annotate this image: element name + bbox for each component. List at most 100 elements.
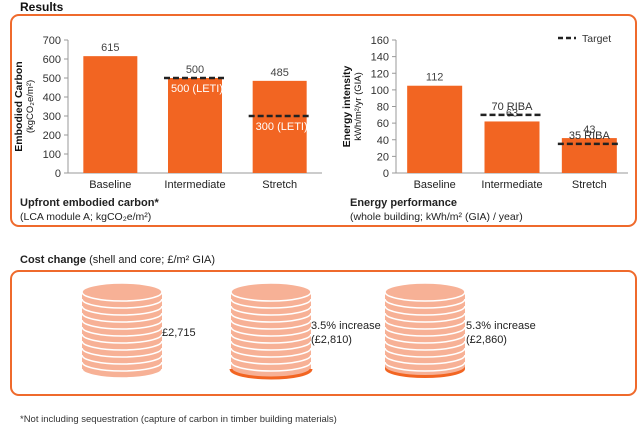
coin-stripe	[81, 347, 163, 358]
value-label: 485	[270, 67, 288, 79]
y-axis-title: Embodied Carbon	[14, 61, 25, 151]
x-tick-label: Baseline	[414, 179, 456, 191]
embodied-carbon-subtitle: (LCA module A; kgCO₂e/m²)	[20, 211, 152, 223]
cost-panel	[10, 270, 637, 396]
coin-stripe	[384, 340, 466, 351]
coin-base-outline	[385, 361, 465, 379]
coin-stripe	[81, 340, 163, 351]
coin-stripe	[384, 305, 466, 316]
value-label: 615	[101, 42, 119, 54]
coin-bottom	[231, 360, 311, 378]
coin-top	[384, 282, 466, 302]
coin-stripe	[230, 347, 312, 358]
x-tick-label: Stretch	[262, 179, 297, 191]
footnote: *Not including sequestration (capture of…	[20, 414, 337, 425]
energy-intensity-chart: 0 20 40 60 80 100 120 140 160 Energy intensity kWh…	[341, 33, 628, 191]
y-tick-label: 100	[43, 149, 61, 161]
target-label: 70 RIBA	[492, 101, 534, 113]
x-tick-label: Stretch	[572, 179, 607, 191]
coin-stripe	[81, 354, 163, 365]
cost-change-subtitle: (shell and core; £/m² GIA)	[89, 254, 216, 266]
y-tick-label: 0	[55, 168, 61, 180]
target-label: 35 RIBA	[569, 130, 611, 142]
value-label: 43	[583, 124, 595, 136]
y-tick-label: 700	[43, 35, 61, 47]
legend-target-label: Target	[582, 33, 611, 45]
coin-stripe	[230, 326, 312, 337]
coin-stack-stretch	[384, 282, 466, 379]
energy-performance-title: Energy performance	[350, 197, 457, 209]
cost-label-stretch: 5.3% increase (£2,860)	[466, 319, 536, 347]
coin-body	[82, 292, 162, 369]
cost-label-intermediate-line1: 3.5% increase	[311, 320, 381, 332]
coin-stack-intermediate	[230, 282, 312, 379]
bar-baseline	[407, 85, 463, 173]
coin-stripe	[81, 312, 163, 323]
embodied-carbon-chart: 0 100 200 300 400 500 600 700 Embodied Carbon (kg…	[14, 35, 322, 191]
coin-stripe	[384, 347, 466, 358]
coin-stripe	[230, 305, 312, 316]
coin-stripe	[384, 319, 466, 330]
x-tick-label: Baseline	[89, 179, 131, 191]
cost-label-intermediate: 3.5% increase (£2,810)	[311, 319, 381, 347]
bar-intermediate	[168, 78, 222, 173]
coin-stripe	[384, 298, 466, 309]
y-tick-label: 60	[377, 118, 389, 130]
coin-stripe	[384, 312, 466, 323]
embodied-carbon-title: Upfront embodied carbon*	[20, 197, 159, 209]
cost-label-stretch-line1: 5.3% increase	[466, 320, 536, 332]
coin-increase-band	[229, 368, 313, 380]
y-tick-label: 500	[43, 73, 61, 85]
coin-stripe	[230, 361, 312, 372]
y-tick-label: 200	[43, 130, 61, 142]
coin-stripe	[230, 340, 312, 351]
coin-top	[230, 282, 312, 302]
coin-stripe	[81, 319, 163, 330]
y-tick-label: 600	[43, 54, 61, 66]
x-tick-label: Intermediate	[481, 179, 542, 191]
value-label: 63	[506, 107, 518, 119]
y-tick-label: 300	[43, 111, 61, 123]
coin-stripe	[81, 368, 163, 379]
coin-stripe	[384, 361, 466, 372]
y-tick-label: 120	[371, 68, 389, 80]
coin-stripe	[230, 312, 312, 323]
y-tick-label: 160	[371, 35, 389, 47]
coin-stacks	[81, 282, 466, 380]
coin-stripe	[230, 333, 312, 344]
y-tick-label: 400	[43, 92, 61, 104]
y-axis-title: Energy intensity	[341, 66, 353, 148]
cost-label-stretch-line2: (£2,860)	[466, 334, 507, 346]
y-tick-label: 20	[377, 151, 389, 163]
target-label: 500 (LETI)	[171, 83, 223, 95]
coin-stripe	[81, 298, 163, 309]
coin-stripe	[384, 354, 466, 365]
results-heading: Results	[20, 0, 64, 14]
coin-stripe	[81, 333, 163, 344]
coin-stripe	[81, 305, 163, 316]
coin-bottom	[385, 360, 465, 378]
coin-stripe	[384, 326, 466, 337]
y-tick-label: 80	[377, 102, 389, 114]
energy-performance-subtitle: (whole building; kWh/m² (GIA) / year)	[350, 211, 523, 223]
bar-baseline	[83, 56, 138, 173]
bar-stretch	[252, 80, 307, 173]
cost-label-baseline-line1: £2,715	[162, 327, 196, 339]
y-tick-label: 40	[377, 135, 389, 147]
coin-stack-baseline	[81, 282, 163, 379]
y-tick-label: 140	[371, 52, 389, 64]
coin-stripe	[384, 333, 466, 344]
x-tick-label: Intermediate	[164, 179, 225, 191]
cost-change-title: Cost change	[20, 254, 87, 266]
bar-intermediate	[484, 121, 540, 173]
coin-stripe	[81, 326, 163, 337]
y-axis-unit: kWh/m²/yr (GIA)	[353, 72, 364, 141]
coin-body	[385, 292, 465, 369]
coin-increase-band	[385, 366, 465, 378]
cost-change-heading: Cost change (shell and core; £/m² GIA)	[20, 254, 215, 266]
cost-label-baseline: £2,715	[162, 326, 196, 340]
results-panel	[10, 14, 637, 227]
coin-stripe	[230, 298, 312, 309]
cost-label-intermediate-line2: (£2,810)	[311, 334, 352, 346]
value-label: 500	[186, 64, 204, 76]
